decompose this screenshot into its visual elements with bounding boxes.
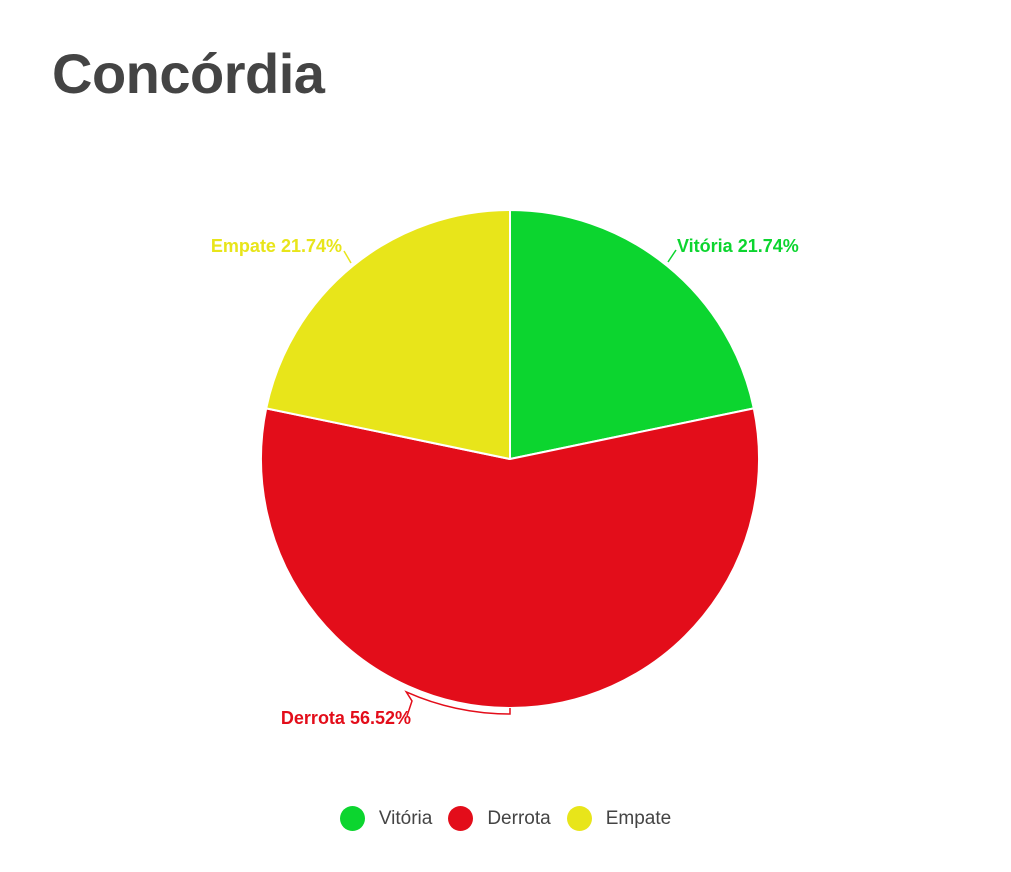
pie-slice-empate[interactable] [265,209,511,460]
legend-label-derrota: Derrota [487,807,551,829]
legend-item-derrota[interactable]: Derrota [448,806,551,831]
legend-item-vitoria[interactable]: Vitória [339,806,433,831]
leader-line-derrota [404,690,511,717]
legend-label-empate: Empate [605,807,672,829]
chart-legend: Vitória Derrota Empate [0,806,1011,831]
slice-label-derrota: Derrota 56.52% [281,708,411,728]
pie-slice-vitoria[interactable] [509,209,755,460]
legend-item-empate[interactable]: Empate [566,806,672,831]
legend-swatch-empate [566,806,592,831]
chart-title: Concórdia [52,42,325,105]
leader-line-vitoria [667,249,677,263]
legend-label-vitoria: Vitória [378,807,433,829]
legend-swatch-derrota [448,806,474,831]
pie-slice-derrota[interactable] [260,407,760,709]
slice-label-vitoria: Vitória 21.74% [677,236,799,256]
legend-swatch-vitoria [339,806,365,831]
slice-label-empate: Empate 21.74% [211,236,342,256]
leader-line-empate [343,250,352,264]
